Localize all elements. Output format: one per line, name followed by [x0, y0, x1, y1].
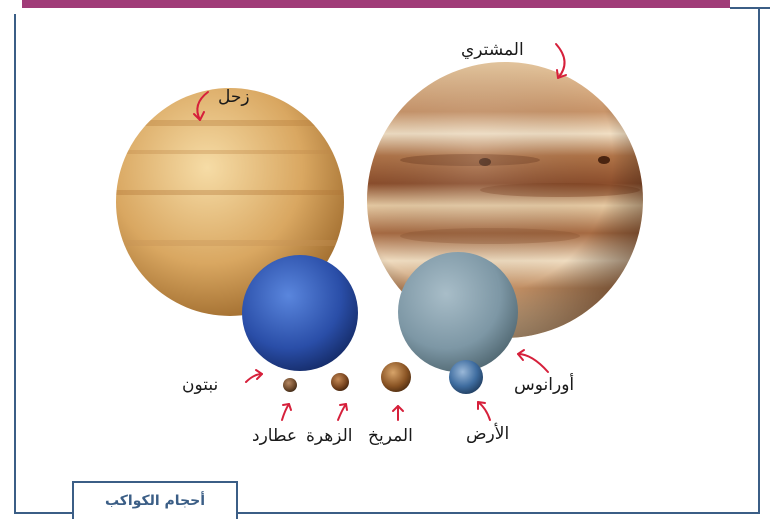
top-accent-bar: [22, 0, 730, 8]
saturn-arrow: [193, 91, 209, 121]
label-mercury: عطارد: [252, 426, 298, 446]
frame-left-border: [14, 14, 16, 514]
label-uranus: أورانوس: [514, 375, 575, 395]
frame-top-border: [730, 7, 770, 9]
label-neptune: نبتون: [182, 375, 219, 395]
frame-bottom-border: [14, 512, 760, 514]
neptune-arrow: [245, 369, 263, 383]
label-saturn: زحل: [218, 87, 250, 107]
label-venus: الزهرة: [306, 426, 353, 446]
mars-arrow: [392, 405, 404, 421]
figure-caption: أحجام الكواكب: [72, 481, 238, 519]
uranus-arrow: [517, 349, 549, 373]
venus-planet: [331, 373, 349, 391]
mars-planet: [381, 362, 411, 392]
earth-arrow: [477, 401, 491, 421]
frame-right-border: [758, 7, 760, 513]
label-earth: الأرض: [466, 424, 510, 444]
uranus-planet: [398, 252, 518, 372]
neptune-planet: [242, 255, 358, 371]
caption-text: أحجام الكواكب: [104, 493, 206, 509]
mercury-planet: [283, 378, 297, 392]
label-jupiter: المشتري: [461, 40, 524, 60]
mercury-arrow: [281, 403, 292, 421]
jupiter-arrow: [555, 43, 567, 79]
earth-planet: [449, 360, 483, 394]
venus-arrow: [337, 403, 348, 421]
label-mars: المريخ: [368, 426, 413, 446]
